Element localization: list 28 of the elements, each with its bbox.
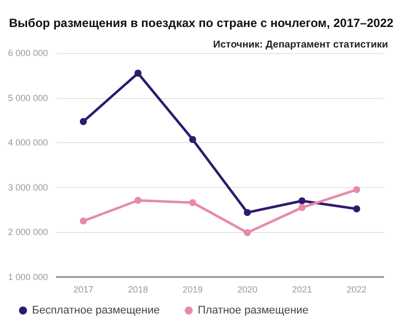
y-tick-label: 2 000 000 [8, 227, 48, 238]
x-tick-label: 2019 [182, 284, 203, 294]
y-tick-label: 1 000 000 [8, 272, 48, 282]
point [353, 186, 360, 194]
y-tick-label: 6 000 000 [8, 48, 48, 58]
point [298, 204, 306, 212]
x-tick-label: 2020 [237, 284, 258, 294]
point [134, 196, 142, 204]
y-tick-label: 3 000 000 [8, 182, 48, 192]
y-tick-label: 5 000 000 [8, 92, 48, 103]
x-tick-label: 2022 [346, 284, 367, 294]
text: Источник: Департамент статистики [213, 40, 388, 50]
point [80, 118, 87, 126]
point [189, 199, 196, 206]
point [134, 70, 142, 77]
point [298, 197, 306, 204]
point [189, 136, 196, 143]
x-tick-label: 2021 [292, 284, 312, 294]
chart-title: Выбор размещения в поездках по стране с ночлегом, 2017–2022 [9, 16, 394, 30]
legend-label: Бесплатное размещение [32, 304, 160, 316]
legend-label: Платное размещение [198, 304, 309, 316]
point [244, 208, 251, 216]
x-tick-label: 2017 [73, 284, 94, 294]
y-tick-label: 4 000 000 [8, 138, 48, 148]
x-tick-label: 2018 [128, 284, 148, 294]
point [353, 205, 360, 212]
point [244, 229, 251, 236]
point [80, 218, 87, 224]
